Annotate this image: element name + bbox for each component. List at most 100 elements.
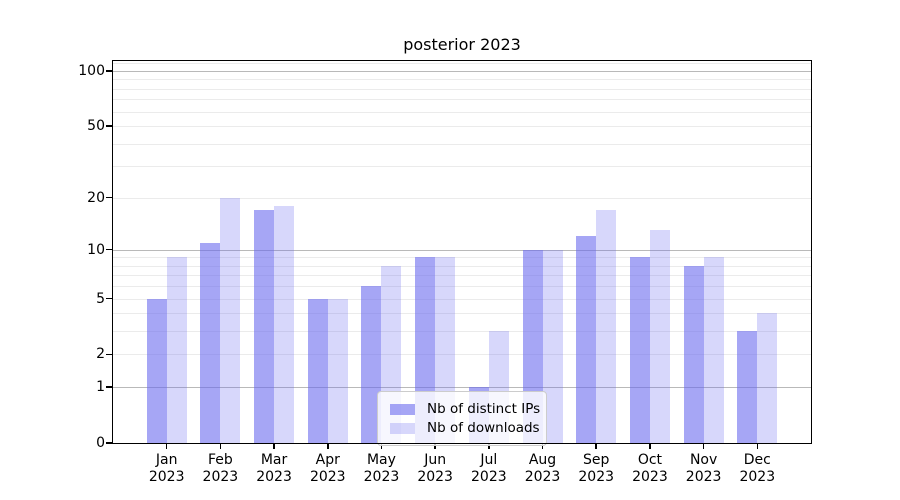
x-axis-tick: [273, 443, 275, 449]
y-axis-tick: [106, 70, 112, 72]
legend: Nb of distinct IPs Nb of downloads: [377, 391, 547, 446]
gridline-minor: [113, 166, 811, 168]
y-axis-tick-label: 50: [87, 118, 105, 135]
x-label-year: 2023: [309, 469, 346, 485]
bar-downloads-nov: [703, 257, 724, 443]
x-axis-tick: [380, 443, 383, 449]
x-axis-tick-label: Jul 2023: [449, 452, 529, 486]
plot-area: 0 1 2 5 10 20 50 100 Jan 2023 Feb 2023 Mar 2023 Apr 202…: [78, 60, 812, 485]
gridline-minor: [113, 111, 811, 113]
x-label-month: Dec: [743, 452, 771, 468]
x-axis-tick: [488, 443, 490, 449]
bar-downloads-jan: [166, 257, 187, 443]
x-axis-tick-label: Mar 2023: [234, 452, 314, 486]
bar-downloads-oct: [649, 230, 670, 443]
x-label-year: 2023: [739, 469, 776, 485]
x-axis-tick: [165, 443, 168, 449]
x-axis-tick-label: Feb 2023: [180, 452, 260, 486]
y-axis-tick: [106, 248, 112, 251]
gridline-major: [113, 387, 811, 389]
gridline-minor: [113, 88, 811, 90]
y-axis-tick: [106, 353, 112, 356]
legend-swatch-distinct-ips: [390, 403, 415, 415]
x-label-year: 2023: [632, 469, 668, 485]
bar-distinct-ips-nov: [683, 265, 704, 443]
y-axis-tick-label: 1: [96, 379, 105, 396]
bar-distinct-ips-may: [361, 286, 382, 443]
x-axis-tick-label: Sep 2023: [556, 452, 636, 486]
bar-distinct-ips-oct: [629, 257, 650, 443]
y-axis-tick: [106, 297, 112, 300]
x-label-year: 2023: [417, 469, 453, 485]
gridline-minor: [113, 298, 811, 300]
x-axis-tick-label: Aug 2023: [503, 452, 583, 486]
y-axis-tick: [106, 125, 112, 127]
legend-swatch-downloads: [390, 422, 415, 434]
x-label-year: 2023: [578, 469, 615, 485]
x-label-year: 2023: [148, 469, 185, 485]
x-axis-tick-label: Dec 2023: [717, 452, 797, 486]
legend-item-distinct-ips: Nb of distinct IPs: [386, 401, 541, 417]
bar-distinct-ips-sep: [576, 236, 597, 443]
x-label-month: Nov: [689, 452, 718, 468]
x-axis-tick-label: Jun 2023: [395, 452, 475, 486]
legend-item-downloads: Nb of downloads: [386, 420, 540, 436]
gridline-minor: [113, 126, 811, 128]
gridline-minor: [113, 79, 811, 81]
gridline-minor: [113, 143, 811, 145]
bar-downloads-aug: [542, 249, 563, 443]
x-axis-tick: [595, 443, 597, 449]
gridline-minor: [113, 313, 811, 315]
y-axis-tick: [106, 442, 112, 444]
legend-label-distinct-ips: Nb of distinct IPs: [427, 401, 541, 417]
x-axis-tick: [327, 443, 329, 449]
gridline-minor: [113, 257, 811, 259]
x-axis-tick-label: Nov 2023: [664, 452, 744, 486]
x-axis-tick: [702, 443, 705, 449]
x-label-year: 2023: [202, 469, 239, 485]
x-label-month: Sep: [583, 452, 610, 468]
x-label-month: Mar: [260, 452, 288, 468]
bar-downloads-dec: [757, 313, 778, 443]
x-label-month: May: [366, 452, 396, 468]
x-label-year: 2023: [256, 469, 292, 485]
bar-distinct-ips-mar: [254, 210, 275, 443]
x-axis-tick: [541, 443, 544, 449]
chart-title: posterior 2023: [403, 35, 521, 54]
gridline-major: [113, 71, 811, 73]
gridline-minor: [113, 354, 811, 356]
x-axis-tick: [434, 443, 436, 449]
gridline-major: [113, 249, 811, 251]
x-label-month: Jul: [480, 452, 498, 468]
bar-downloads-sep: [596, 210, 617, 443]
bar-distinct-ips-dec: [737, 331, 758, 443]
bar-downloads-mar: [274, 205, 295, 443]
x-label-year: 2023: [685, 469, 722, 485]
bar-distinct-ips-jan: [146, 298, 167, 443]
bar-downloads-apr: [327, 298, 348, 443]
x-label-month: Feb: [207, 452, 233, 468]
y-axis-tick-label: 5: [96, 290, 105, 307]
x-label-month: Oct: [637, 452, 663, 468]
x-label-year: 2023: [524, 469, 561, 485]
x-axis-tick-label: Apr 2023: [288, 452, 368, 486]
gridline-minor: [113, 265, 811, 267]
x-label-year: 2023: [363, 469, 400, 485]
x-label-month: Jun: [424, 452, 447, 468]
x-axis-tick-label: Jan 2023: [127, 452, 207, 486]
y-axis-tick: [106, 196, 112, 199]
x-axis-tick: [756, 443, 759, 449]
bar-distinct-ips-feb: [200, 242, 221, 443]
y-axis-tick-label: 10: [87, 241, 105, 258]
gridline-minor: [113, 331, 811, 333]
x-label-year: 2023: [471, 469, 507, 485]
y-axis-tick: [106, 386, 112, 388]
x-axis-tick: [219, 443, 222, 449]
x-axis-tick-label: Oct 2023: [610, 452, 690, 486]
bar-distinct-ips-apr: [307, 298, 328, 443]
x-label-month: Aug: [528, 452, 557, 468]
x-label-month: Apr: [315, 452, 340, 468]
gridline-minor: [113, 99, 811, 101]
gridline-minor: [113, 275, 811, 277]
